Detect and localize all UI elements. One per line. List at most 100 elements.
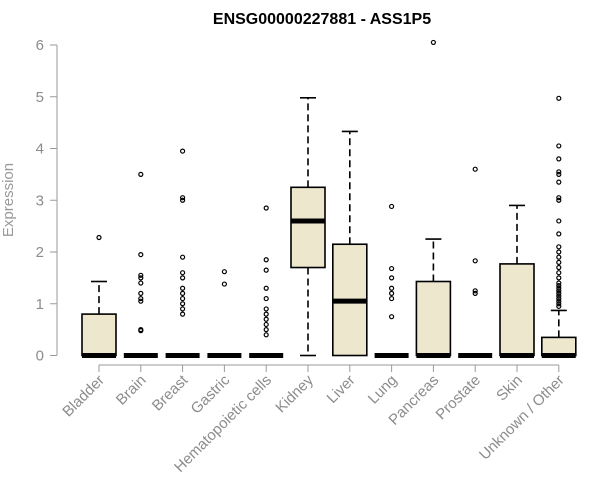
- outlier-point: [472, 288, 478, 294]
- box-iqr: [540, 336, 577, 357]
- outlier-point: [263, 321, 269, 328]
- outlier-point: [180, 275, 186, 281]
- outlier-point: [263, 257, 269, 263]
- outlier-point: [556, 283, 562, 289]
- outlier-point: [180, 285, 186, 291]
- outlier-point: [556, 249, 562, 255]
- outlier-point: [263, 316, 269, 322]
- outlier-point: [430, 39, 436, 46]
- y-tick-label: 2: [36, 244, 44, 261]
- outlier-point: [556, 244, 562, 250]
- outlier-point: [138, 275, 144, 281]
- axes: 0 1 2 3 4 5 6: [36, 37, 560, 372]
- x-tick-label: Brain: [113, 372, 150, 409]
- box-group: [458, 166, 493, 358]
- outlier-point: [472, 166, 478, 172]
- outlier-point: [389, 295, 395, 302]
- y-tick-label: 0: [36, 348, 44, 365]
- box-group: [540, 95, 577, 358]
- outlier-point: [180, 197, 186, 203]
- outlier-point: [472, 290, 478, 296]
- box-group: [123, 171, 158, 358]
- outlier-point: [138, 290, 144, 296]
- y-tick-label: 3: [36, 192, 44, 209]
- box-group: [290, 96, 326, 357]
- outlier-point: [138, 280, 144, 286]
- outlier-point: [389, 285, 395, 291]
- outlier-point: [389, 314, 395, 320]
- outlier-point: [138, 251, 144, 258]
- outlier-point: [556, 195, 562, 201]
- x-tick-label: Skin: [493, 372, 526, 405]
- x-tick-label: Prostate: [432, 372, 484, 424]
- outlier-point: [556, 264, 562, 271]
- box-group: [415, 39, 452, 358]
- x-tick-label: Kidney: [272, 371, 317, 416]
- chart-title: ENSG00000227881 - ASS1P5: [213, 11, 431, 28]
- y-axis-label: Expression: [0, 163, 17, 237]
- outlier-point: [472, 258, 478, 264]
- outlier-point: [556, 259, 562, 265]
- box-group: [81, 234, 117, 358]
- x-tick-label: Bladder: [59, 372, 108, 421]
- outlier-point: [556, 298, 562, 304]
- outlier-point: [263, 332, 269, 338]
- outlier-point: [180, 301, 186, 307]
- outlier-point: [556, 285, 562, 291]
- outlier-point: [263, 311, 269, 317]
- box-group: [499, 204, 535, 358]
- box-group: [207, 269, 242, 358]
- outlier-point: [556, 270, 562, 276]
- x-tick-label: Liver: [324, 372, 359, 407]
- y-tick-label: 6: [36, 37, 44, 54]
- outlier-point: [556, 254, 562, 260]
- outlier-point: [556, 169, 562, 175]
- outlier-point: [556, 293, 562, 299]
- y-tick-label: 4: [36, 141, 44, 158]
- outlier-point: [389, 265, 395, 272]
- outlier-point: [263, 327, 269, 333]
- outlier-point: [556, 95, 562, 101]
- outlier-point: [180, 254, 186, 260]
- outlier-point: [389, 275, 395, 281]
- box-group: [165, 148, 200, 358]
- outlier-point: [138, 298, 144, 304]
- box-iqr: [290, 186, 326, 269]
- outlier-point: [221, 281, 227, 287]
- outlier-point: [180, 270, 186, 276]
- outlier-point: [138, 171, 144, 177]
- outlier-point: [556, 156, 562, 162]
- outlier-point: [556, 218, 562, 224]
- y-tick-label: 1: [36, 296, 44, 313]
- box-iqr: [81, 313, 117, 357]
- outlier-point: [556, 171, 562, 177]
- box-group: [331, 130, 368, 357]
- outlier-point: [263, 205, 269, 211]
- outlier-point: [138, 272, 144, 278]
- boxes-layer: [81, 39, 577, 358]
- outlier-point: [180, 306, 186, 312]
- box-iqr: [499, 263, 535, 357]
- outlier-point: [180, 290, 186, 296]
- outlier-point: [556, 231, 562, 237]
- outlier-point: [556, 179, 562, 185]
- outlier-point: [180, 195, 186, 201]
- outlier-point: [180, 311, 186, 317]
- outlier-point: [221, 269, 227, 275]
- box-group: [249, 205, 284, 358]
- outlier-point: [138, 327, 144, 333]
- outlier-point: [180, 148, 186, 154]
- outlier-point: [389, 290, 395, 296]
- outlier-point: [556, 143, 562, 149]
- outlier-point: [96, 234, 102, 241]
- outlier-point: [263, 285, 269, 291]
- y-tick-label: 5: [36, 89, 44, 106]
- outlier-point: [138, 295, 144, 302]
- outlier-point: [263, 295, 269, 302]
- outlier-point: [556, 275, 562, 281]
- outlier-point: [556, 290, 562, 296]
- outlier-point: [556, 303, 562, 309]
